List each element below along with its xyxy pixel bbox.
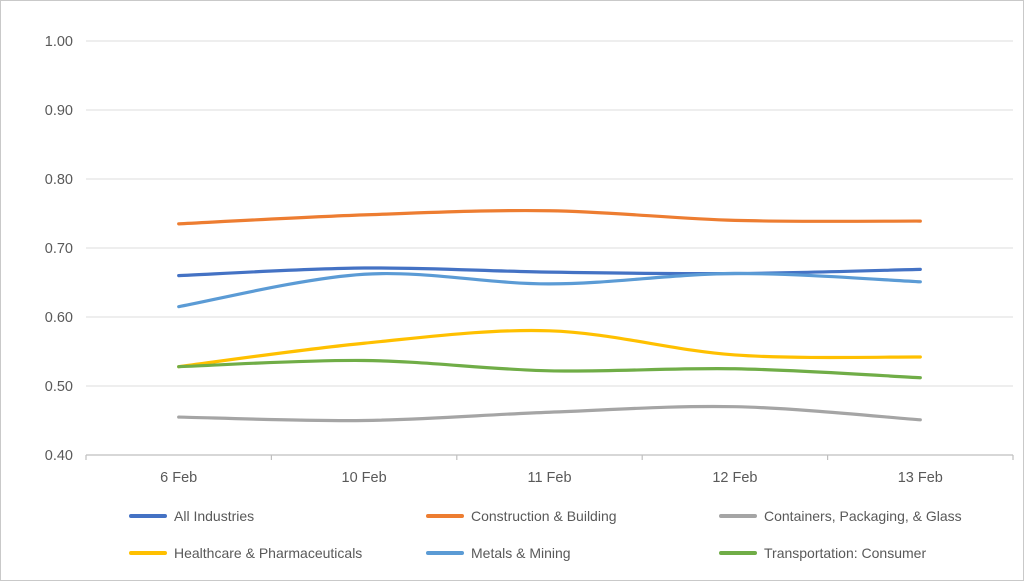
series-line-containers-packaging-glass [177, 404, 922, 423]
series-line-healthcare-pharmaceuticals [177, 328, 922, 369]
x-axis-tick-label: 11 Feb [527, 470, 571, 486]
y-axis-tick-label: 0.70 [45, 241, 73, 257]
series-line-all-industries [177, 266, 922, 278]
series-line-transportation-consumer [177, 358, 922, 380]
y-axis-tick-label: 0.90 [45, 103, 73, 119]
series-line-construction-building [177, 208, 922, 226]
y-axis-tick-label: 0.60 [45, 310, 73, 326]
series-line-metals-mining [177, 271, 922, 309]
x-axis-tick-label: 6 Feb [160, 470, 197, 486]
y-axis-tick-label: 0.80 [45, 172, 73, 188]
y-axis-tick-label: 0.40 [45, 448, 73, 464]
y-axis-tick-label: 1.00 [45, 34, 73, 50]
x-axis-tick-label: 10 Feb [342, 470, 387, 486]
x-axis-tick-label: 12 Feb [712, 470, 757, 486]
x-axis-tick-label: 13 Feb [898, 470, 943, 486]
y-axis-tick-label: 0.50 [45, 379, 73, 395]
